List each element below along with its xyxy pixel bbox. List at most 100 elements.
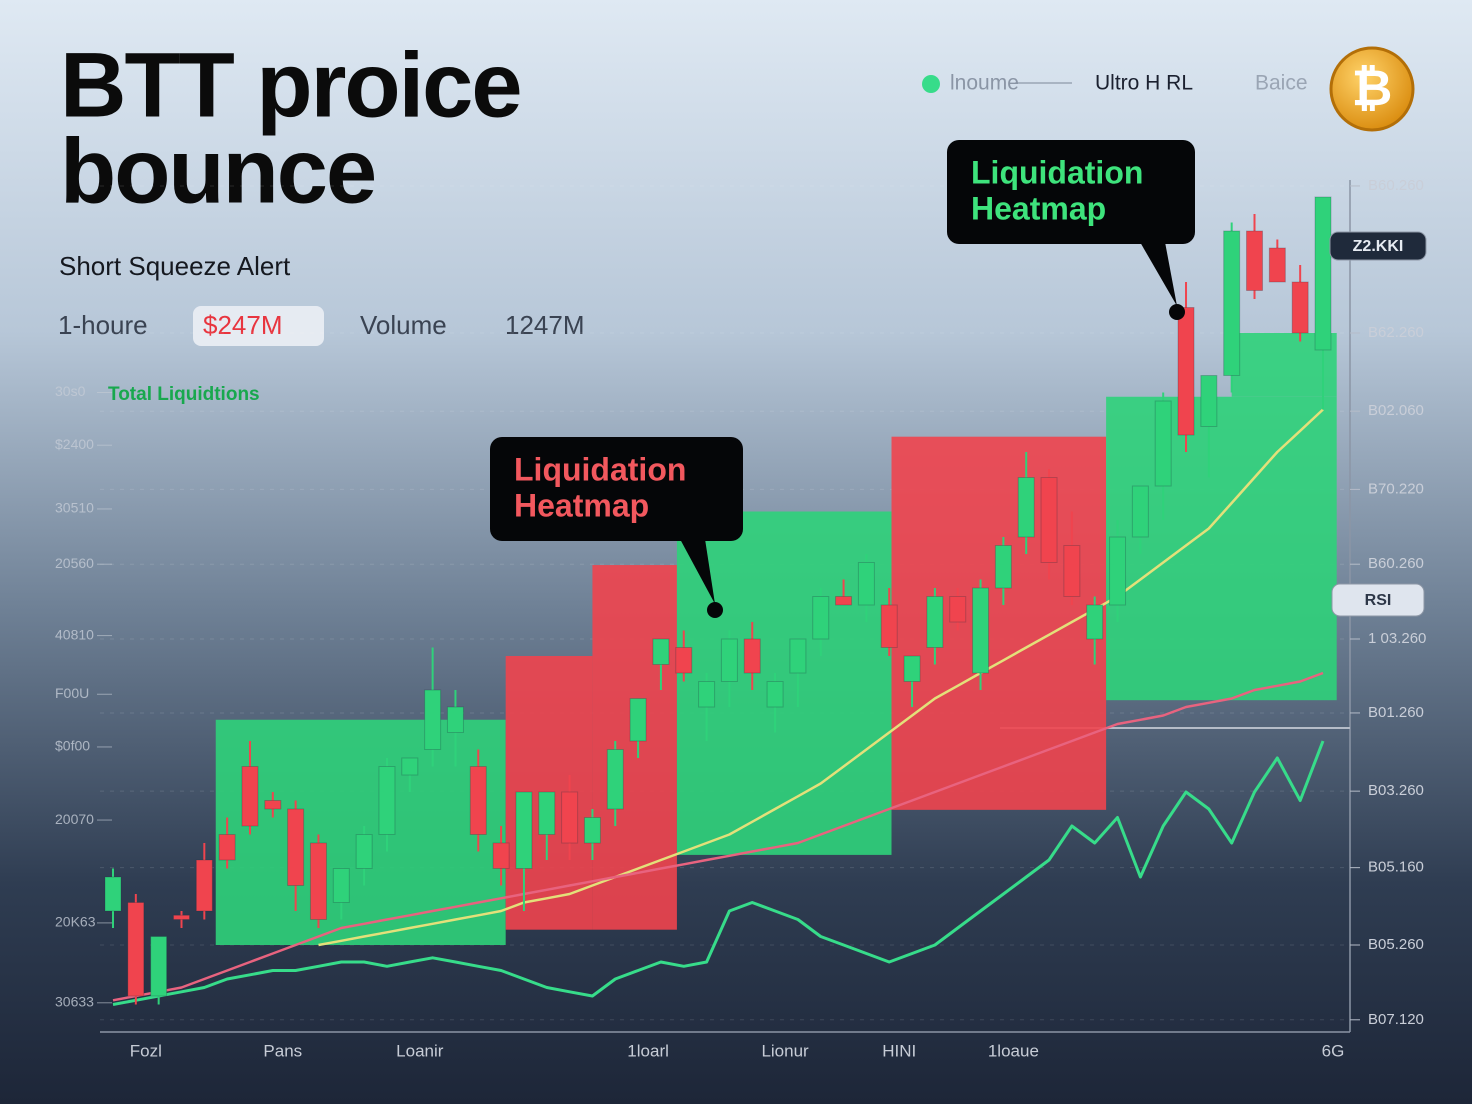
y-tick-label: B60.260	[1368, 555, 1424, 572]
stat: 1-houre	[58, 310, 148, 340]
y-tick-label: B07.120	[1368, 1011, 1424, 1028]
legend-label: Baice	[1255, 72, 1308, 95]
coin-symbol: ₿	[1352, 60, 1393, 116]
y-tick-label: B05.260	[1368, 936, 1424, 953]
candle-body	[743, 638, 761, 674]
candle-body	[1314, 196, 1332, 351]
candle-body	[629, 698, 647, 742]
candle-body	[1040, 477, 1058, 563]
candle-body	[127, 902, 145, 997]
title-line: BTT proice	[60, 34, 520, 136]
callout-text: Liquidation	[971, 154, 1143, 190]
candle-body	[720, 638, 738, 682]
x-tick-label: HINI	[882, 1041, 916, 1060]
y2-tick-label: $0f00	[55, 738, 90, 754]
candle-body	[241, 766, 259, 827]
y-tick-label: B01.260	[1368, 704, 1424, 721]
coin-icon	[1329, 46, 1415, 132]
x-tick-label: Loanir	[396, 1041, 444, 1060]
candle-body	[1154, 400, 1172, 487]
candle-body	[1063, 545, 1081, 597]
candle-body	[538, 791, 556, 835]
candle-body	[606, 749, 624, 810]
candle-body	[835, 596, 853, 606]
candle-body	[264, 800, 282, 810]
y-tick-label: 1 03.260	[1368, 630, 1426, 647]
legend-marker	[922, 75, 940, 93]
badge-label: RSI	[1365, 592, 1392, 609]
y-tick-label: B62.260	[1368, 324, 1424, 341]
candle-body	[1246, 230, 1264, 291]
candle-body	[1268, 247, 1286, 283]
callout-box	[490, 437, 743, 541]
y-tick-label: B02.060	[1368, 402, 1424, 419]
y2-tick-label: 30510	[55, 500, 94, 516]
y-axis-label: Total Liquidtions	[108, 384, 260, 405]
badge	[1329, 231, 1427, 261]
heatmap-zone	[1106, 396, 1337, 701]
candle-body	[378, 766, 396, 835]
x-tick-label: Lionur	[761, 1041, 809, 1060]
stat-badge	[193, 306, 324, 346]
heatmap-zone	[592, 565, 677, 930]
y-tick-label: B60.260	[1368, 177, 1424, 194]
candle-body	[309, 842, 327, 920]
candle-body	[857, 562, 875, 606]
candle-body	[994, 545, 1012, 589]
callout-text: Liquidation	[514, 451, 686, 487]
candle-body	[446, 706, 464, 733]
candle-body	[812, 596, 830, 640]
callout-text: Heatmap	[514, 487, 649, 523]
candle-body	[172, 914, 190, 920]
candle-body	[150, 936, 168, 997]
candle-body	[1017, 477, 1035, 538]
callout-dot	[1169, 304, 1185, 320]
heatmap-zone	[891, 436, 1107, 810]
y2-tick-label: $2400	[55, 436, 94, 452]
candle-body	[880, 604, 898, 648]
y-tick-label: B05.160	[1368, 859, 1424, 876]
candle-body	[401, 757, 419, 776]
candle-body	[1109, 536, 1127, 606]
x-tick-label: 1loaue	[988, 1041, 1039, 1060]
y-tick-label: B70.220	[1368, 480, 1424, 497]
candle-body	[652, 638, 670, 665]
callout-text: Heatmap	[971, 190, 1106, 226]
candle-body	[903, 655, 921, 682]
candle-body	[972, 587, 990, 674]
candle-body	[926, 596, 944, 648]
callout-pointer	[680, 539, 715, 604]
y2-tick-label: 20560	[55, 555, 94, 571]
callout-dot	[707, 602, 723, 618]
stat: $247M	[203, 310, 283, 340]
candle-body	[1086, 604, 1104, 640]
candle-body	[1131, 485, 1149, 538]
x-tick-label: Pans	[263, 1041, 302, 1060]
candle-body	[469, 766, 487, 835]
subtitle: Short Squeeze Alert	[59, 251, 291, 281]
candle-body	[1177, 307, 1195, 436]
y2-tick-label: 20K63	[55, 914, 96, 930]
heatmap-zone	[215, 719, 506, 945]
y-tick-label: B03.260	[1368, 782, 1424, 799]
badge	[1331, 583, 1425, 617]
callout-pointer	[1140, 242, 1177, 306]
candle-body	[766, 681, 784, 708]
candle-body	[287, 808, 305, 886]
callout-box	[947, 140, 1195, 244]
candle-body	[104, 876, 122, 912]
y2-tick-label: F00U	[55, 685, 89, 701]
y2-tick-label: 20070	[55, 811, 94, 827]
y2-tick-label: 30633	[55, 994, 94, 1010]
candle-body	[1223, 230, 1241, 376]
legend-label: lnoume	[950, 72, 1019, 95]
candle-body	[355, 834, 373, 869]
candle-body	[789, 638, 807, 674]
x-tick-label: 6G	[1322, 1041, 1345, 1060]
candle-body	[583, 817, 601, 844]
candle-body	[561, 791, 579, 844]
candle-body	[424, 689, 442, 750]
candle-body	[698, 681, 716, 708]
